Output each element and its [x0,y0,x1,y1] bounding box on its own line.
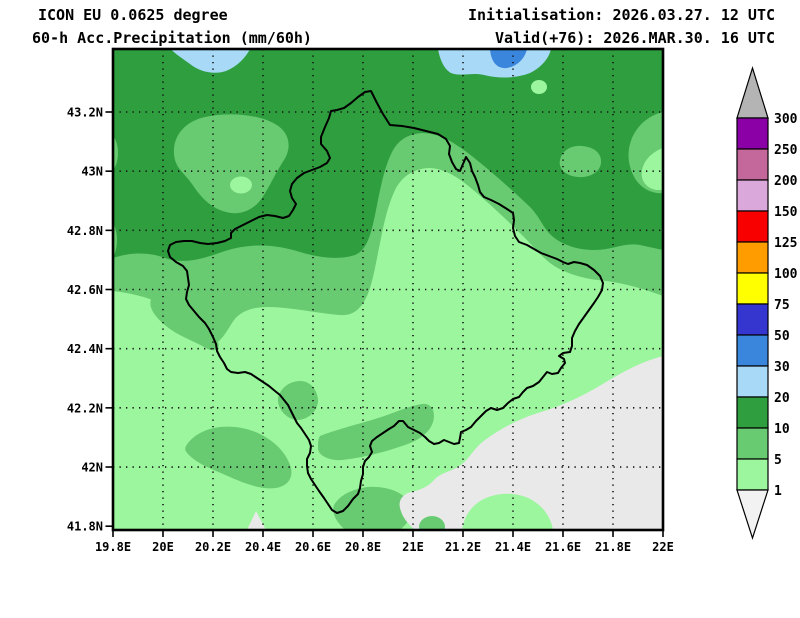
lat-tick-label: 42.4N [67,342,103,356]
precip-light-arc-on-dry [462,493,553,530]
lon-tick-label: 19.8E [95,540,131,554]
latitude-axis: 43.2N 43N 42.8N 42.6N 42.4N 42.2N 42N 41.8N [67,106,112,534]
colorbar-segment [736,148,769,181]
precip-dry-triangle-bottom [247,511,266,530]
precip-patch-30-50mm-core [490,49,527,69]
precip-blob-southwest [185,426,292,489]
colorbar-underflow-arrow [736,489,769,540]
colorbar-tick-label: 5 [774,453,782,468]
colorbar-tick-label: 125 [774,236,797,251]
colorbar-segment [736,272,769,305]
lon-tick-label: 20.4E [245,540,281,554]
precip-notch-west-a [113,136,118,170]
precip-blob-south-border [318,403,434,461]
lat-tick-label: 41.8N [67,520,103,534]
colorbar-segment [736,365,769,398]
colorbar-tick-label: 50 [774,329,790,344]
lon-tick-label: 22E [652,540,674,554]
precipitation-field [113,49,663,530]
lon-tick-label: 20.2E [195,540,231,554]
colorbar-segment [736,427,769,460]
colorbar-tick-label: 200 [774,174,798,189]
colorbar-segment [736,396,769,429]
precip-blob-bottom-small [419,516,445,530]
lon-tick-label: 21.4E [495,540,531,554]
colorbar-tick-label: 10 [774,422,790,437]
colorbar-tick-label: 150 [774,205,798,220]
longitude-axis: 19.8E 20E 20.2E 20.4E 20.6E 20.8E 21E 21.2E 21.4… [95,531,674,554]
colorbar-segment [736,303,769,336]
precip-light-spot-northwest [230,176,252,194]
precip-light-dot-north [531,80,547,94]
colorbar-tick-label: 300 [774,112,798,127]
lon-tick-label: 20.8E [345,540,381,554]
lat-tick-label: 42.2N [67,401,103,415]
model-title: ICON EU 0.0625 degree [38,6,228,24]
init-time: Initialisation: 2026.03.27. 12 UTC [467,6,775,24]
precip-notch-west-b [113,223,117,257]
precip-light-patch-east-edge [641,148,663,190]
lat-tick-label: 43.2N [67,106,103,120]
lon-tick-label: 21E [402,540,424,554]
colorbar-tick-label: 250 [774,143,798,158]
precip-region-below-1mm [399,356,663,530]
lat-tick-label: 42.6N [67,283,103,297]
lon-tick-label: 21.6E [545,540,581,554]
lon-tick-label: 21.2E [445,540,481,554]
colorbar-tick-label: 20 [774,391,790,406]
colorbar-segment [736,334,769,367]
colorbar: 300 250 200 150 125 100 75 50 30 20 10 5 1 [736,65,798,540]
colorbar-segment [736,458,769,491]
kosovo-border [167,90,604,514]
colorbar-segment [736,117,769,150]
precip-blob-northwest [173,114,289,214]
lon-tick-label: 20E [152,540,174,554]
product-title: 60-h Acc.Precipitation (mm/60h) [32,29,312,47]
colorbar-tick-label: 30 [774,360,790,375]
lon-tick-label: 21.8E [595,540,631,554]
colorbar-overflow-arrow [736,65,769,119]
precip-blob-south-bottom [333,486,412,530]
colorbar-segment [736,241,769,274]
colorbar-tick-label: 1 [774,484,782,499]
colorbar-segment [736,179,769,212]
graticule-gridlines [113,49,663,530]
colorbar-segment [736,210,769,243]
lon-tick-label: 20.6E [295,540,331,554]
valid-time: Valid(+76): 2026.MAR.30. 16 UTC [495,29,775,47]
lat-tick-label: 42N [81,461,103,475]
lat-tick-label: 43N [81,165,103,179]
precip-blob-west-border [150,296,219,351]
lat-tick-label: 42.8N [67,224,103,238]
colorbar-tick-label: 100 [774,267,798,282]
precip-patch-20-30mm-west [171,49,250,73]
precip-blob-northeast [559,145,602,178]
precip-blob-central [277,381,318,420]
map-frame [111,47,665,532]
colorbar-tick-label: 75 [774,298,790,313]
